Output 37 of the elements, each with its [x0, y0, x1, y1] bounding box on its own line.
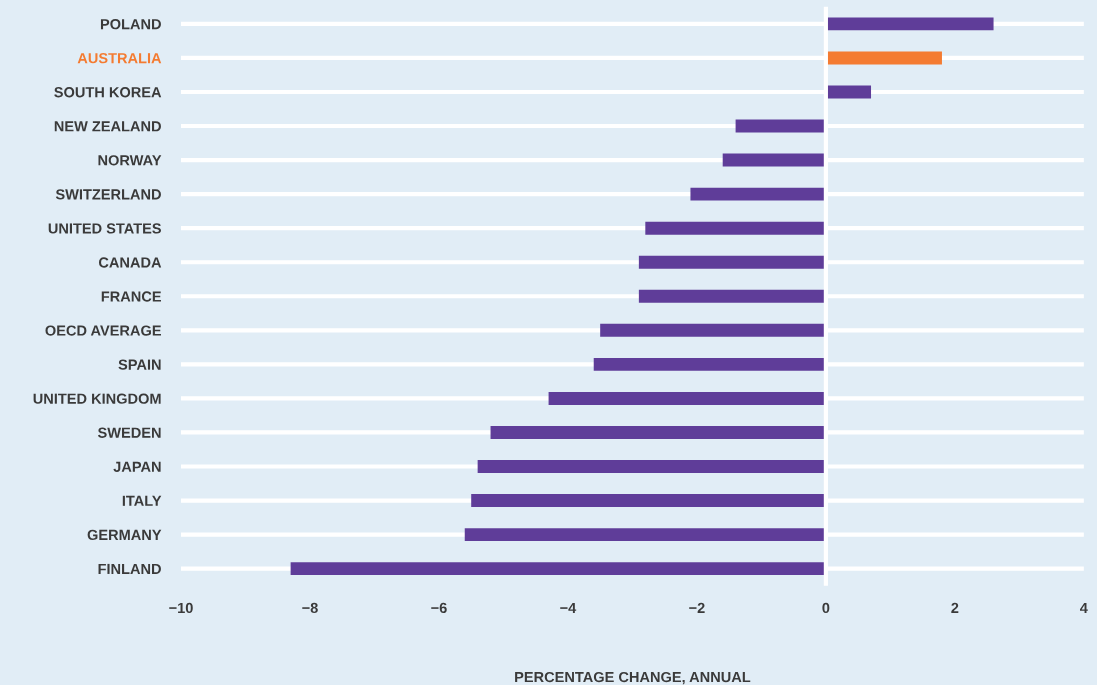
y-tick-label: SPAIN — [118, 359, 161, 370]
y-tick-label: SOUTH KOREA — [54, 87, 162, 98]
bar — [638, 255, 826, 269]
y-tick-label: NORWAY — [98, 155, 162, 166]
x-tick-label: 2 — [951, 602, 959, 613]
bar — [825, 51, 942, 65]
bar — [825, 17, 994, 31]
bar — [593, 357, 826, 371]
y-tick-label: NEW ZEALAND — [54, 121, 161, 132]
y-tick-label: CANADA — [98, 257, 162, 268]
x-tick-label: −4 — [560, 602, 577, 613]
x-tick-label: −6 — [431, 602, 447, 614]
bar — [690, 187, 826, 201]
bar — [600, 323, 826, 337]
y-tick-label: UNITED STATES — [48, 223, 161, 234]
x-tick-label: −10 — [169, 602, 193, 614]
y-tick-label: AUSTRALIA — [77, 53, 162, 64]
x-tick-label: 0 — [822, 602, 830, 614]
y-tick-label: SWITZERLAND — [55, 189, 161, 200]
y-tick-label: UNITED KINGDOM — [33, 393, 161, 404]
y-tick-label: GERMANY — [87, 529, 162, 541]
bar — [638, 289, 826, 303]
y-tick-label: SWEDEN — [97, 427, 161, 438]
x-tick-label: −8 — [302, 602, 318, 614]
y-tick-label: OECD AVERAGE — [45, 325, 161, 336]
y-tick-label: FRANCE — [101, 291, 161, 302]
x-axis-title: PERCENTAGE CHANGE, ANNUAL — [515, 671, 751, 685]
bar — [722, 153, 826, 167]
x-tick-label: 4 — [1080, 602, 1088, 613]
bar — [645, 221, 826, 235]
y-tick-label: ITALY — [122, 495, 162, 506]
x-tick-label: −2 — [689, 602, 705, 613]
bar — [548, 391, 826, 405]
bar — [735, 119, 826, 133]
y-tick-label: JAPAN — [113, 461, 161, 472]
y-tick-label: FINLAND — [98, 563, 161, 574]
y-tick-label: POLAND — [100, 18, 161, 30]
